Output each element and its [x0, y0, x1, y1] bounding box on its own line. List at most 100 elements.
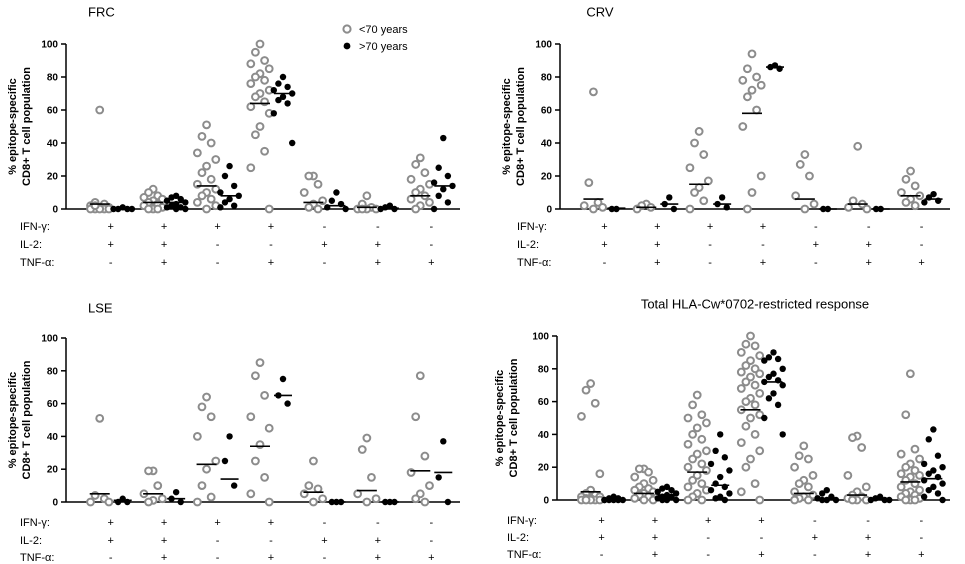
point-young [750, 430, 760, 439]
y-tick-label: 60 [538, 397, 550, 408]
point-young [630, 493, 640, 503]
condition-sign: + [107, 239, 113, 251]
point-old [449, 182, 456, 190]
point-young [791, 191, 801, 201]
row-label: IFN-γ: [517, 221, 547, 233]
chart-title: CRV [586, 4, 614, 19]
point-old [391, 205, 398, 213]
y-axis-label-line1: % epitope-specific [7, 372, 19, 469]
point-young [251, 456, 260, 466]
y-axis-label-line2: CD8+ T cell population [21, 67, 33, 186]
point-young [747, 188, 757, 197]
point-young [144, 497, 153, 507]
row-label: TNF-α: [20, 552, 54, 564]
point-old [377, 205, 384, 213]
point-young [844, 202, 853, 212]
point-young [630, 472, 640, 482]
point-old [226, 433, 233, 440]
point-young [690, 188, 699, 197]
point-old [765, 395, 773, 402]
point-young [848, 495, 857, 505]
row-label: IFN-γ: [20, 517, 50, 529]
point-young [260, 391, 270, 400]
point-young [794, 479, 804, 489]
point-young [755, 389, 765, 398]
point-young [371, 494, 381, 504]
point-young [857, 443, 867, 452]
point-young [755, 351, 765, 361]
condition-sign: - [323, 257, 327, 269]
condition-sign: + [601, 221, 607, 233]
point-young [589, 87, 598, 97]
point-young [794, 451, 804, 461]
point-young [264, 64, 274, 74]
point-young [699, 196, 709, 206]
point-old [668, 486, 675, 494]
point-old [659, 496, 666, 504]
y-tick-label: 20 [541, 172, 553, 183]
condition-sign: + [654, 257, 660, 269]
point-young [688, 475, 698, 485]
point-old [444, 172, 452, 180]
point-old [230, 182, 238, 190]
condition-sign: + [652, 515, 658, 527]
point-young [901, 462, 911, 472]
condition-sign: + [652, 532, 658, 544]
point-old [670, 205, 678, 213]
point-young [644, 467, 653, 477]
point-young [309, 497, 318, 507]
point-young [197, 168, 207, 178]
point-young [192, 148, 202, 158]
condition-sign: - [429, 517, 433, 529]
point-old [217, 189, 224, 196]
point-young [756, 171, 766, 181]
point-old [930, 426, 937, 433]
condition-sign: - [603, 257, 607, 269]
point-young [741, 339, 751, 349]
point-young [153, 481, 163, 491]
condition-sign: - [866, 515, 870, 527]
chart-title: LSE [88, 300, 113, 315]
y-tick-label: 0 [52, 205, 58, 216]
condition-sign: + [214, 517, 220, 529]
point-old [707, 486, 715, 494]
condition-sign: - [216, 552, 220, 564]
point-old [279, 73, 287, 81]
point-young [197, 191, 207, 201]
point-young [313, 179, 323, 189]
point-young [755, 410, 765, 420]
point-young [406, 174, 416, 184]
point-young [415, 153, 425, 163]
point-old [712, 447, 719, 454]
point-young [206, 138, 216, 148]
point-young [362, 191, 372, 201]
point-old [226, 195, 233, 203]
point-young [264, 204, 274, 214]
point-young [648, 475, 658, 485]
point-young [634, 464, 644, 474]
point-old [110, 205, 117, 213]
condition-sign: + [161, 257, 167, 269]
condition-sign: + [598, 515, 604, 527]
condition-sign: - [920, 221, 924, 233]
point-young [304, 171, 314, 181]
point-young [743, 204, 752, 214]
condition-sign: + [760, 257, 766, 269]
point-young [639, 495, 649, 505]
condition-sign: + [758, 515, 764, 527]
point-young [853, 141, 863, 151]
condition-sign: + [375, 239, 381, 251]
point-young [741, 462, 751, 472]
point-old [770, 390, 777, 397]
point-old [221, 199, 229, 206]
point-young [415, 371, 425, 381]
point-young [211, 155, 221, 164]
point-young [683, 413, 693, 423]
condition-sign: - [708, 239, 712, 251]
y-axis-label-line2: CD8+ T cell population [515, 67, 527, 186]
point-young [299, 188, 309, 197]
point-young [264, 423, 274, 433]
point-young [595, 469, 605, 479]
condition-sign: + [161, 239, 167, 251]
point-young [906, 166, 915, 176]
